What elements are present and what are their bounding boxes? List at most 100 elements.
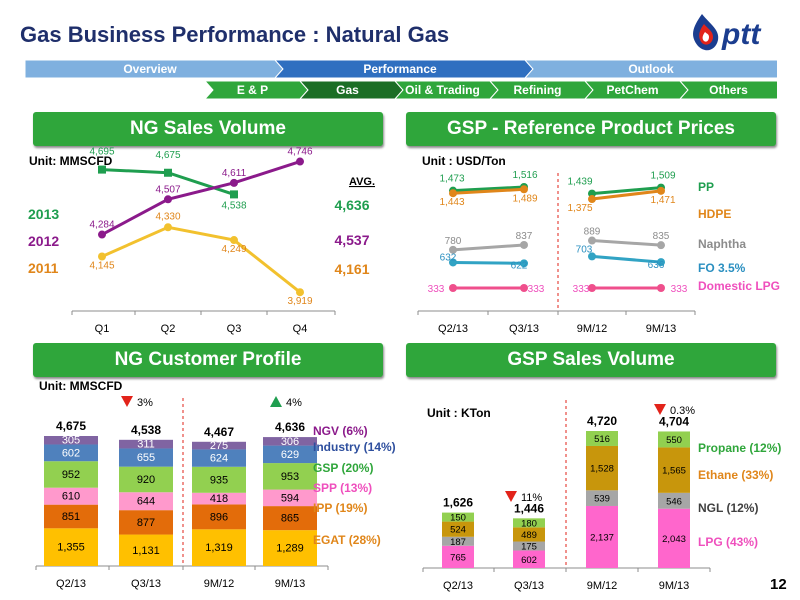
ng-customer-bar-segment (44, 504, 98, 529)
nav-sub-petchem[interactable]: PetChem (606, 83, 659, 97)
gsp-sales-segment-label: 180 (521, 518, 537, 529)
gsp-sales-segment-label: 175 (521, 542, 537, 553)
page-title: Gas Business Performance : Natural Gas (20, 22, 450, 47)
ng-sales-legend-2013: 2013 (28, 206, 59, 222)
nav-sub-ep[interactable]: E & P (236, 83, 269, 97)
gsp-prices-line-HDPE-1 (591, 189, 662, 201)
ng-customer-bar-segment (192, 504, 246, 530)
ng-customer-segment-label: 952 (62, 469, 80, 481)
nav-tab-performance[interactable]: Performance (363, 62, 437, 76)
nav-tab-outlook[interactable]: Outlook (628, 62, 674, 76)
flame-icon (693, 14, 719, 51)
ng-customer-bar-segment (44, 487, 98, 505)
gsp-sales-bar-segment (442, 512, 474, 522)
ng-customer-unit: Unit: MMSCFD (39, 379, 123, 393)
ng-sales-point (164, 195, 172, 204)
gsp-prices-value-label: 1,443 (439, 197, 464, 208)
gsp-sales-segment-label: 546 (666, 496, 682, 507)
gsp-prices-line-Naphtha-1 (591, 239, 662, 247)
gsp-prices-point (657, 258, 665, 267)
nav-sub-gas[interactable]: Gas (336, 83, 359, 97)
ng-sales-unit: Unit: MMSCFD (29, 154, 113, 168)
gsp-prices-legend-HDPE: HDPE (698, 207, 731, 221)
gsp-prices-x-tick-label: 9M/13 (646, 323, 677, 335)
gsp-sales-bar-segment (658, 492, 690, 509)
gsp-sales-bar-segment (658, 431, 690, 448)
gsp-prices-plot: Q2/13 Q3/13 9M/12 9M/13 1,473 1,516 1,439 1,509… (417, 170, 780, 335)
gsp-sales-x-tick-label: 9M/12 (587, 580, 618, 592)
ng-customer-bar-segment (44, 528, 98, 566)
gsp-sales-segment-label: 524 (450, 525, 466, 536)
gsp-prices-point (657, 284, 665, 292)
nav-sub-oil-trading[interactable]: Oil & Trading (405, 83, 480, 97)
ng-sales-value-label: 4,695 (89, 147, 114, 158)
gsp-sales-total-label: 1,626 (443, 496, 473, 510)
nav-top-bar: Overview Performance Outlook (25, 60, 777, 78)
gsp-prices-value-label: 333 (573, 284, 590, 295)
ng-sales-avg-2012: 4,537 (334, 232, 369, 248)
gsp-sales-x-tick-label: 9M/13 (659, 580, 690, 592)
ng-sales-value-label: 4,145 (89, 260, 114, 271)
gsp-sales-segment-label: 516 (594, 434, 610, 445)
gsp-prices-legend-PP: PP (698, 180, 714, 194)
gsp-sales-segment-label: 187 (450, 537, 466, 548)
ng-sales-plot: Q1 Q2 Q3 Q4 AVG. 4,695 4,675 4,538 2013 4,636 4,28… (28, 147, 375, 335)
gsp-sales-segment-label: 2,137 (590, 532, 614, 543)
ng-customer-bar-segment (263, 489, 317, 507)
ng-sales-value-label: 4,249 (221, 244, 246, 255)
ng-sales-x-tick-label: Q1 (95, 323, 110, 335)
ng-sales-value-label: 4,611 (222, 168, 247, 179)
gsp-prices-value-label: 632 (440, 252, 457, 263)
ng-sales-point (164, 168, 172, 177)
ng-sales-value-label: 4,675 (155, 150, 180, 161)
gsp-prices-point (588, 252, 596, 261)
nav-tab-overview[interactable]: Overview (123, 62, 177, 76)
ng-customer-segment-label: 602 (62, 447, 80, 459)
gsp-prices-value-label: 333 (428, 284, 445, 295)
ng-sales-value-label: 4,330 (155, 211, 180, 222)
ng-sales-avg-2011: 4,161 (334, 261, 369, 277)
ng-customer-change-label: 4% (286, 397, 302, 409)
ng-sales-value-label: 4,507 (155, 184, 180, 195)
ng-customer-segment-label: 305 (62, 435, 80, 447)
ng-customer-segment-label: 610 (62, 491, 80, 503)
ng-sales-point (230, 178, 238, 187)
ng-customer-bar-segment (263, 437, 317, 446)
ng-customer-legend-item: IPP (19%) (313, 501, 367, 515)
ng-customer-bar-segment (192, 449, 246, 467)
gsp-sales-segment-label: 150 (450, 513, 466, 524)
ng-customer-legend-item: Industry (14%) (313, 440, 396, 454)
gsp-prices-point (520, 240, 528, 249)
ng-customer-bar-segment (263, 463, 317, 490)
ng-sales-point (98, 230, 106, 239)
nav-sub-refining[interactable]: Refining (513, 83, 562, 97)
gsp-sales-segment-label: 602 (521, 555, 537, 566)
gsp-prices-point (449, 245, 457, 254)
gsp-prices-value-label: 1,439 (567, 177, 592, 188)
nav-top-arrows (25, 60, 777, 78)
ng-customer-x-tick-label: 9M/13 (275, 578, 306, 590)
page-number: 12 (770, 576, 787, 593)
ng-sales-avg-label: AVG. (349, 176, 375, 188)
gsp-sales-legend-item: Ethane (33%) (698, 468, 773, 482)
gsp-sales-total-label: 4,704 (659, 414, 689, 428)
ng-customer-bar-segment (119, 448, 173, 467)
gsp-sales-x-tick-label: Q2/13 (443, 580, 473, 592)
nav-sub-others[interactable]: Others (709, 83, 748, 97)
ng-sales-point (164, 223, 172, 232)
gsp-sales-bar-segment (658, 447, 690, 493)
arrow-down-icon (654, 404, 666, 415)
ng-sales-x-tick-label: Q3 (227, 323, 242, 335)
gsp-sales-total-label: 4,720 (587, 414, 617, 428)
ng-customer-segment-label: 418 (210, 493, 228, 505)
ng-sales-legend-2011: 2011 (28, 260, 59, 276)
gsp-prices-value-label: 889 (584, 227, 601, 238)
gsp-prices-value-label: 835 (653, 231, 670, 242)
gsp-sales-segment-label: 2,043 (662, 534, 686, 545)
ng-customer-segment-label: 851 (62, 511, 80, 523)
gsp-prices-value-label: 703 (576, 244, 593, 255)
ng-sales-value-label: 4,746 (287, 147, 312, 158)
ng-customer-x-tick-label: Q2/13 (56, 578, 86, 590)
